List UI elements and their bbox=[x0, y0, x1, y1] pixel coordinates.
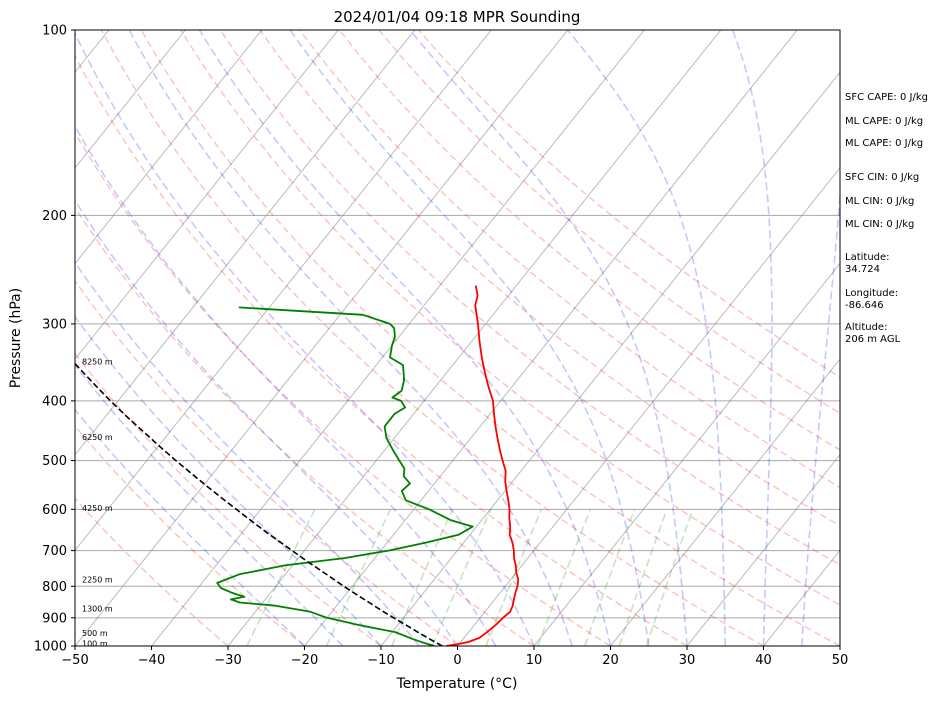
height-label: 500 m bbox=[82, 629, 108, 638]
y-tick-label: 100 bbox=[42, 24, 67, 39]
y-tick-label: 900 bbox=[42, 611, 67, 626]
ml-cin-text: ML CIN: 0 J/kg bbox=[845, 196, 914, 208]
y-tick-label: 200 bbox=[42, 209, 67, 224]
x-tick-label: 10 bbox=[526, 653, 543, 668]
x-tick-label: 20 bbox=[602, 653, 619, 668]
sfc-cape-text: SFC CAPE: 0 J/kg bbox=[845, 92, 928, 104]
y-axis-title: Pressure (hPa) bbox=[8, 288, 24, 388]
latitude-value: 34.724 bbox=[845, 264, 880, 276]
x-tick-label: −40 bbox=[138, 653, 165, 668]
x-tick-label: 0 bbox=[453, 653, 461, 668]
latitude-label: Latitude: bbox=[845, 252, 890, 264]
ml-cin-text-2: ML CIN: 0 J/kg bbox=[845, 219, 914, 231]
altitude-label: Altitude: bbox=[845, 322, 887, 334]
height-label: 100 m bbox=[82, 639, 108, 648]
x-tick-label: −10 bbox=[367, 653, 394, 668]
y-tick-label: 800 bbox=[42, 580, 67, 595]
y-tick-label: 600 bbox=[42, 503, 67, 518]
x-tick-label: −20 bbox=[291, 653, 318, 668]
y-tick-label: 700 bbox=[42, 544, 67, 559]
x-tick-label: −50 bbox=[61, 653, 88, 668]
x-tick-label: 30 bbox=[679, 653, 696, 668]
ml-cape-text-2: ML CAPE: 0 J/kg bbox=[845, 138, 923, 150]
y-tick-label: 300 bbox=[42, 317, 67, 332]
height-label: 1300 m bbox=[82, 605, 113, 614]
sfc-cin-text: SFC CIN: 0 J/kg bbox=[845, 172, 919, 184]
x-tick-label: 50 bbox=[832, 653, 849, 668]
x-tick-label: 40 bbox=[755, 653, 772, 668]
chart-title: 2024/01/04 09:18 MPR Sounding bbox=[334, 8, 581, 26]
height-label: 6250 m bbox=[82, 433, 113, 442]
longitude-label: Longitude: bbox=[845, 288, 898, 300]
height-label: 2250 m bbox=[82, 576, 113, 585]
y-tick-label: 400 bbox=[42, 394, 67, 409]
ml-cape-text: ML CAPE: 0 J/kg bbox=[845, 116, 923, 128]
x-axis-title: Temperature (°C) bbox=[396, 676, 518, 692]
longitude-value: -86.646 bbox=[845, 300, 884, 312]
altitude-value: 206 m AGL bbox=[845, 334, 900, 346]
height-label: 8250 m bbox=[82, 357, 113, 366]
x-tick-label: −30 bbox=[214, 653, 241, 668]
height-label: 4250 m bbox=[82, 504, 113, 513]
y-tick-label: 1000 bbox=[34, 640, 67, 655]
y-tick-label: 500 bbox=[42, 454, 67, 469]
